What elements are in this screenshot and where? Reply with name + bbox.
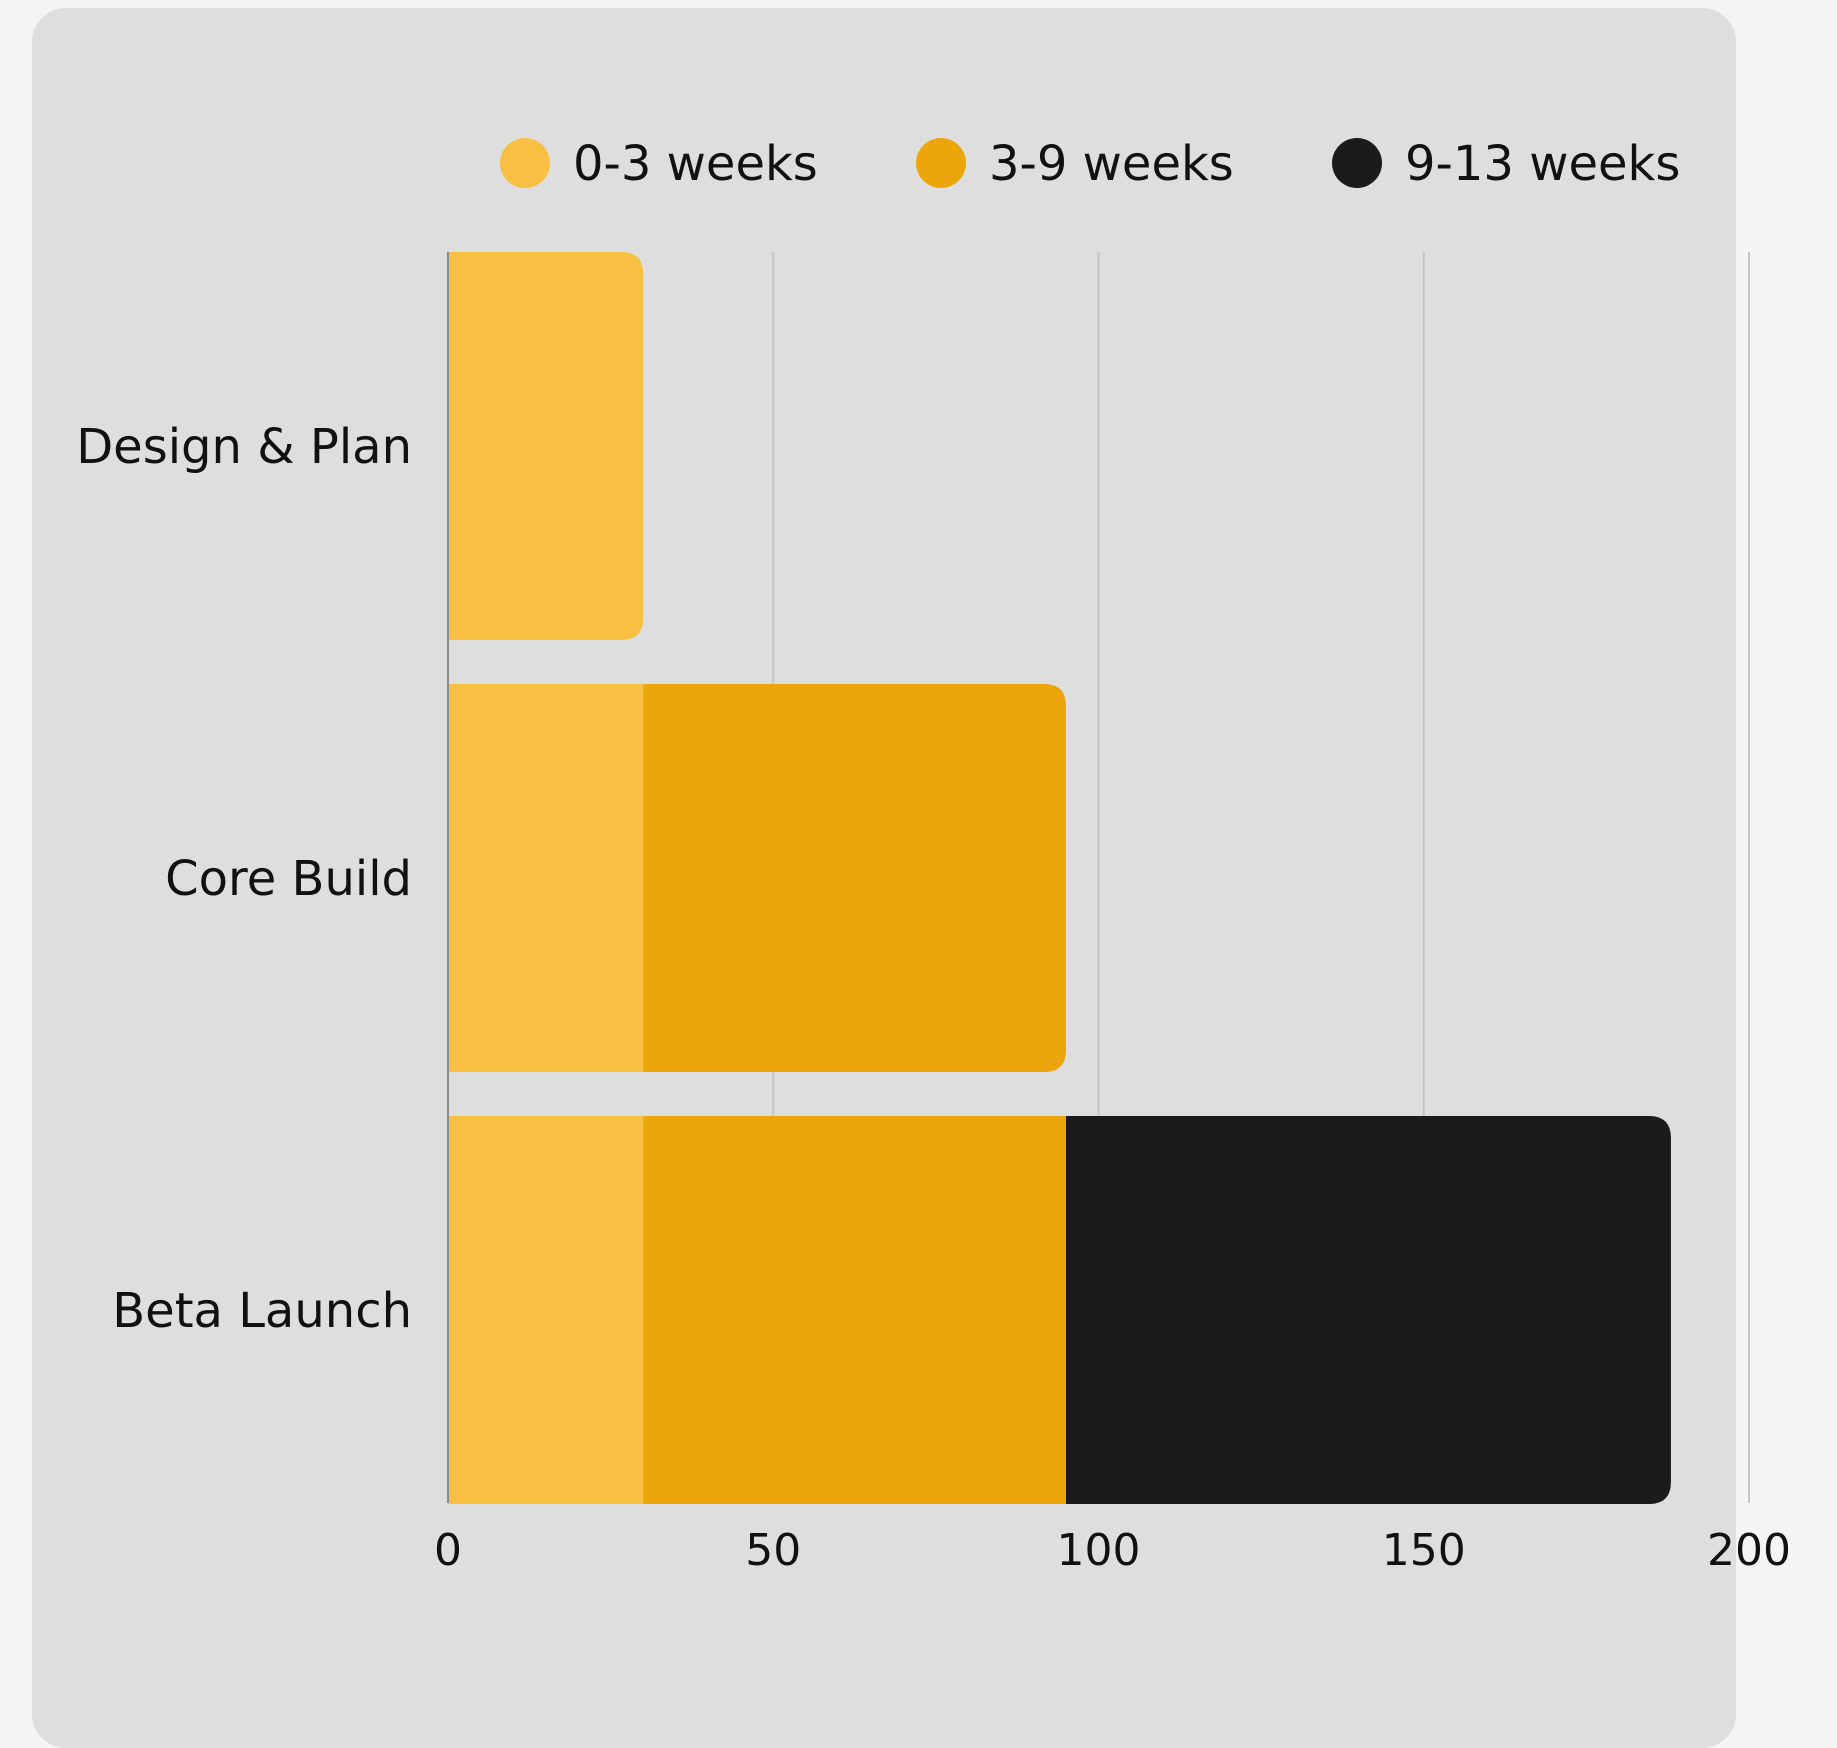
legend-swatch (916, 138, 966, 188)
legend-label: 9-13 weeks (1405, 136, 1680, 192)
x-tick-label: 0 (434, 1525, 462, 1576)
legend-label: 3-9 weeks (989, 136, 1234, 192)
category-label: Core Build (165, 851, 412, 907)
bar-design-plan-series-1 (448, 252, 644, 640)
legend: 0-3 weeks 3-9 weeks 9-13 weeks (500, 136, 1680, 192)
category-label: Beta Launch (112, 1283, 412, 1339)
x-tick-label: 200 (1707, 1525, 1791, 1576)
bar-beta-launch-series-2 (643, 1116, 1066, 1504)
x-axis-ticks: 0 50 100 150 200 (434, 1525, 1791, 1576)
bar-beta-launch-series-1 (448, 1116, 644, 1504)
category-labels: Design & Plan Core Build Beta Launch (76, 419, 412, 1339)
x-tick-label: 150 (1382, 1525, 1466, 1576)
bar-core-build-series-1 (448, 684, 644, 1072)
bar-beta-launch-series-3 (1065, 1116, 1671, 1504)
legend-label: 0-3 weeks (573, 136, 818, 192)
category-label: Design & Plan (76, 419, 412, 475)
x-tick-label: 50 (745, 1525, 801, 1576)
legend-swatch (1332, 138, 1382, 188)
bar-core-build-series-2 (643, 684, 1066, 1072)
x-tick-label: 100 (1057, 1525, 1141, 1576)
bars (448, 252, 1671, 1504)
legend-swatch (500, 138, 550, 188)
